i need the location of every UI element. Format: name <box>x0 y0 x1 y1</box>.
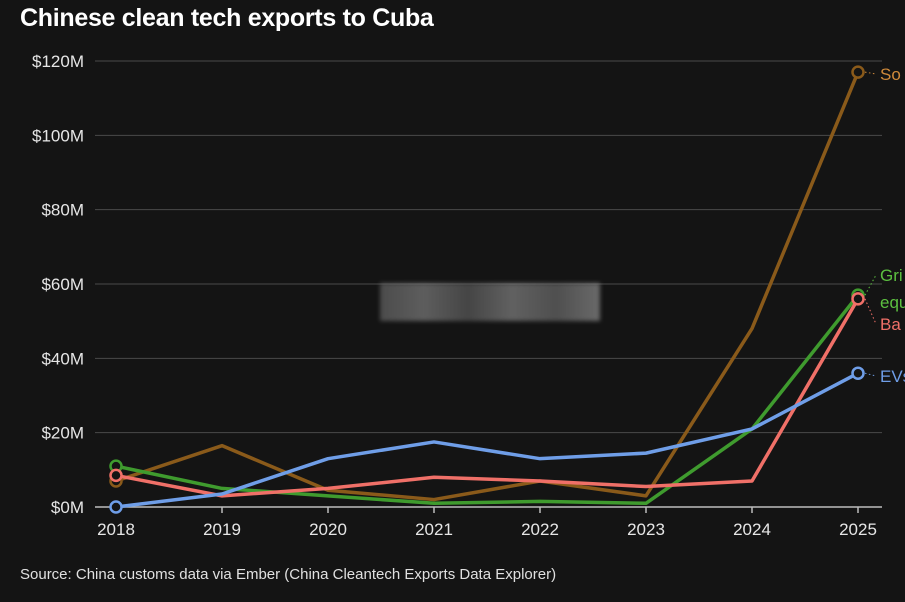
series-point-3-7 <box>851 366 865 380</box>
x-tick-label: 2020 <box>309 520 347 539</box>
y-tick-label: $80M <box>41 201 84 220</box>
x-tick-label: 2022 <box>521 520 559 539</box>
series-point-2-0 <box>109 468 123 483</box>
series-leader-2 <box>864 298 877 325</box>
series-point-2-7 <box>851 292 865 306</box>
series-line-0 <box>114 70 860 502</box>
series-leader-1 <box>864 274 877 296</box>
y-tick-label: $20M <box>41 424 84 443</box>
y-tick-label: $100M <box>32 126 84 145</box>
x-tick-label: 2024 <box>733 520 771 539</box>
series-line-1 <box>114 293 860 506</box>
x-tick-label: 2019 <box>203 520 241 539</box>
x-tick-label: 2018 <box>97 520 135 539</box>
y-tick-label: $40M <box>41 349 84 368</box>
redaction-blur <box>380 283 600 321</box>
y-tick-label: $60M <box>41 275 84 294</box>
y-tick-label: $120M <box>32 52 84 71</box>
source-note: Source: China customs data via Ember (Ch… <box>20 566 557 583</box>
series-label-3: EVs <box>880 367 905 386</box>
x-tick-label: 2025 <box>839 520 877 539</box>
series-leader-0 <box>864 71 877 75</box>
series-label-1: Gri <box>880 266 903 285</box>
series-label-0: So <box>880 65 901 84</box>
series-label-2: Ba <box>880 315 901 334</box>
series-line-3 <box>114 371 860 509</box>
series-leader-3 <box>864 372 877 377</box>
x-tick-label: 2023 <box>627 520 665 539</box>
series-point-3-0 <box>109 500 123 514</box>
series-point-0-7 <box>851 65 865 79</box>
series-label-1: equ <box>880 293 905 312</box>
series-line-2 <box>114 297 860 498</box>
x-tick-label: 2021 <box>415 520 453 539</box>
y-tick-label: $0M <box>51 498 84 517</box>
chart-title: Chinese clean tech exports to Cuba <box>20 4 434 32</box>
